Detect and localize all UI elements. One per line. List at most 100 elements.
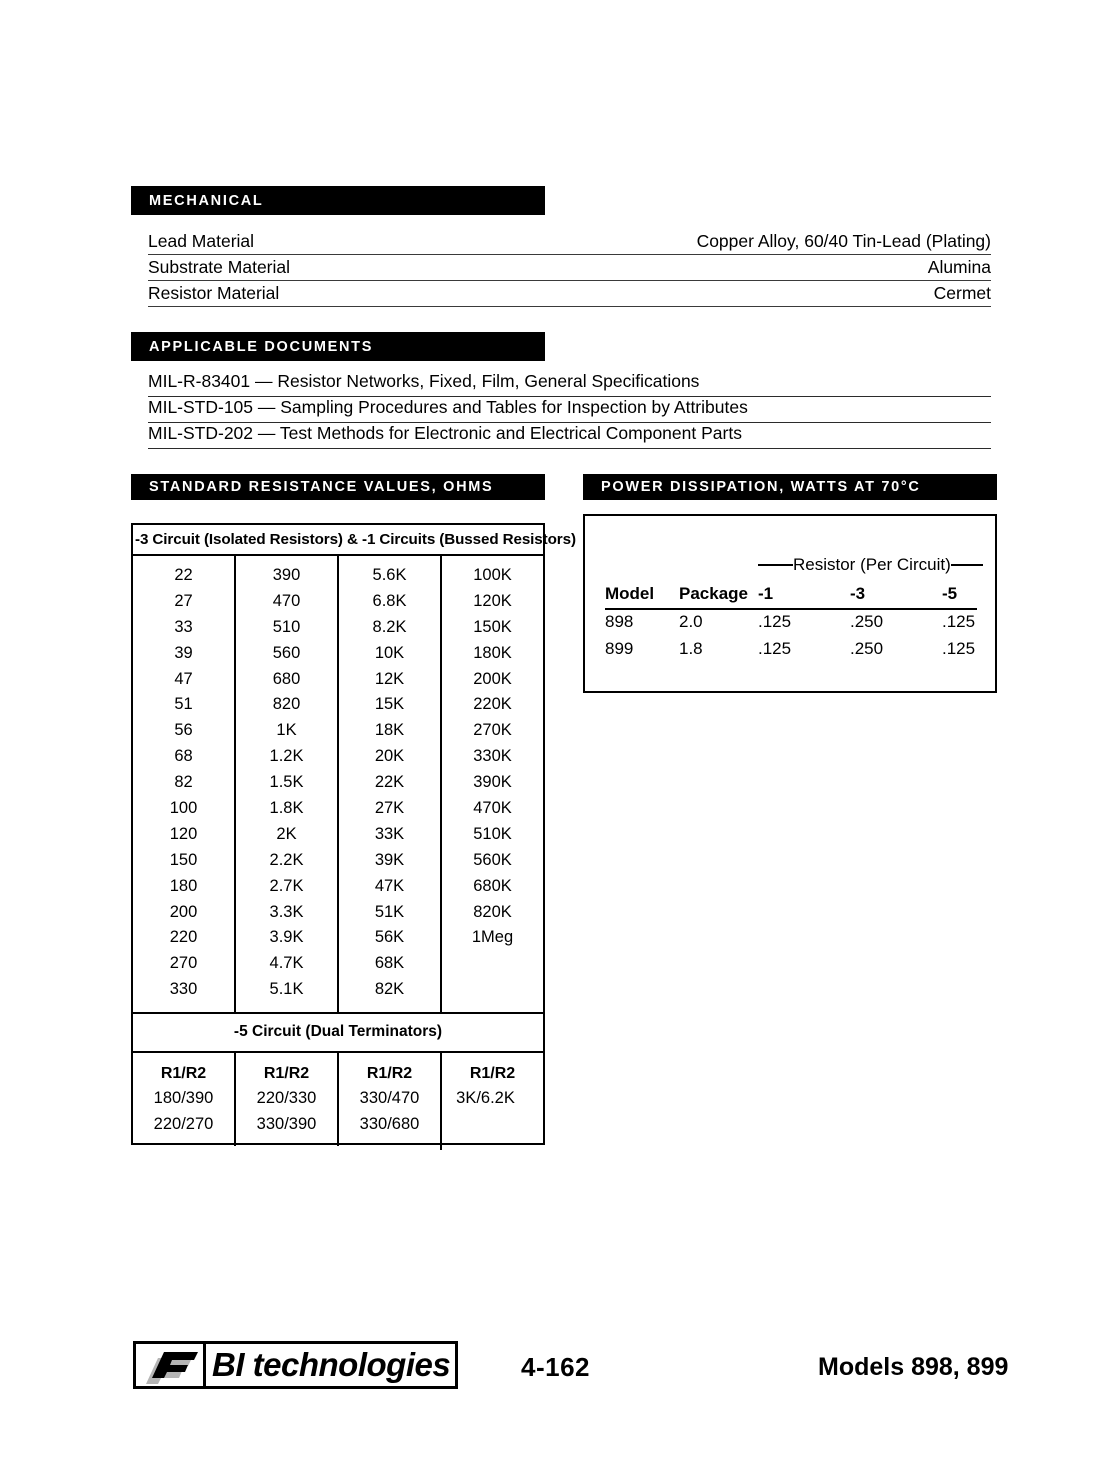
resistance-value: 4.7K <box>269 954 304 973</box>
power-row-minus-1: .125 <box>758 639 792 658</box>
resistance-value: 39 <box>174 643 193 662</box>
resistance-value: 120 <box>169 824 198 843</box>
resistance-value: 10K <box>374 643 405 662</box>
resistance-value-empty <box>442 977 543 1003</box>
resistance-value: 82 <box>174 773 193 792</box>
resistance-value: 20K <box>374 747 405 766</box>
resistance-value: 820 <box>272 695 301 714</box>
spec-label: Substrate Material <box>148 257 291 277</box>
resistance-value: 2.2K <box>269 850 304 869</box>
dual-value: 330/390 <box>256 1114 317 1133</box>
resistance-value: 1Meg <box>471 928 514 947</box>
resistance-value: 56 <box>174 721 193 740</box>
resistance-value: 220 <box>169 928 198 947</box>
resistance-column-4: 100K 120K 150K 180K 200K 220K 270K 330K … <box>442 556 543 1012</box>
resistor-per-circuit-span-label: Resistor (Per Circuit) <box>758 555 983 575</box>
span-label-text: Resistor (Per Circuit) <box>793 555 951 574</box>
dual-value: 180/390 <box>153 1089 214 1108</box>
resistance-value: 39K <box>374 850 405 869</box>
dual-value: 330/680 <box>359 1114 420 1133</box>
dual-column-header: R1/R2 <box>469 1065 516 1083</box>
dual-terminators-grid: R1/R2 180/390 220/270 R1/R2 220/330 330/… <box>133 1053 543 1147</box>
resistance-value: 180K <box>473 643 512 662</box>
resistance-value: 560K <box>473 850 512 869</box>
document-row-mil-std-202: MIL-STD-202 — Test Methods for Electroni… <box>148 423 991 449</box>
resistance-value: 1.8K <box>269 799 304 818</box>
resistance-value: 1.5K <box>269 773 304 792</box>
resistance-value: 680 <box>272 669 301 688</box>
power-row-minus-3: .250 <box>850 639 884 658</box>
resistance-value: 18K <box>374 721 405 740</box>
spec-value: Alumina <box>927 257 991 277</box>
dual-column-header: R1/R2 <box>160 1065 207 1083</box>
resistance-value: 270K <box>473 721 512 740</box>
spec-row-lead-material: Lead Material Copper Alloy, 60/40 Tin-Le… <box>148 228 991 255</box>
resistance-value: 120K <box>473 591 512 610</box>
power-header-minus-1: -1 <box>758 584 774 603</box>
power-dissipation-heading-label: POWER DISSIPATION, WATTS AT 70°C <box>601 479 921 495</box>
bi-technologies-logo-icon <box>136 1344 206 1386</box>
resistance-value: 680K <box>473 876 512 895</box>
resistance-column-3: 5.6K 6.8K 8.2K 10K 12K 15K 18K 20K 22K 2… <box>339 556 442 1013</box>
resistance-value: 1K <box>276 721 297 740</box>
power-row-minus-5: .125 <box>942 612 976 631</box>
models-label: Models 898, 899 <box>818 1353 1009 1381</box>
resistance-value: 1.2K <box>269 747 304 766</box>
dual-value: 330/470 <box>359 1089 420 1108</box>
spec-label: Resistor Material <box>148 283 280 303</box>
power-row-package: 2.0 <box>679 612 703 631</box>
page-number-label: 4-162 <box>521 1352 590 1382</box>
resistance-value: 150 <box>169 850 198 869</box>
resistance-value: 390 <box>272 566 301 584</box>
resistance-value: 200K <box>473 669 512 688</box>
resistance-column-1: 22 27 33 39 47 51 56 68 82 100 120 150 1… <box>133 556 236 1013</box>
table-divider-tick <box>440 1144 443 1150</box>
resistance-value: 390K <box>473 773 512 792</box>
section-header-mechanical: MECHANICAL <box>131 186 545 215</box>
resistance-value: 220K <box>473 695 512 714</box>
resistance-value: 200 <box>169 902 198 921</box>
resistance-value: 270 <box>169 954 198 973</box>
dual-column-4: R1/R2 3K/6.2K <box>442 1053 543 1146</box>
resistance-value: 5.6K <box>372 566 407 584</box>
resistance-value: 8.2K <box>372 617 407 636</box>
document-row-mil-r-83401: MIL-R-83401 — Resistor Networks, Fixed, … <box>148 371 991 397</box>
power-row-model: 898 <box>605 612 634 631</box>
resistance-value: 33K <box>374 824 405 843</box>
resistance-value: 12K <box>374 669 405 688</box>
resistance-value: 15K <box>374 695 405 714</box>
resistance-value: 27 <box>174 591 193 610</box>
resistance-value: 510 <box>272 617 301 636</box>
power-header-rule <box>605 608 977 610</box>
applicable-documents-heading-label: APPLICABLE DOCUMENTS <box>149 338 374 355</box>
spec-value: Cermet <box>933 283 991 303</box>
resistance-value: 470K <box>473 799 512 818</box>
resistance-value: 33 <box>174 617 193 636</box>
section-header-applicable-documents: APPLICABLE DOCUMENTS <box>131 332 545 361</box>
spec-row-substrate-material: Substrate Material Alumina <box>148 255 991 281</box>
resistance-value-grid: 22 27 33 39 47 51 56 68 82 100 120 150 1… <box>133 556 543 1015</box>
resistance-value: 150K <box>473 617 512 636</box>
power-dissipation-table: Resistor (Per Circuit) Model Package -1 … <box>583 514 997 693</box>
power-row-minus-3: .250 <box>850 612 884 631</box>
resistance-value: 22K <box>374 773 405 792</box>
resistance-value: 47K <box>374 876 405 895</box>
resistance-value: 51 <box>174 695 193 714</box>
resistance-value: 47 <box>174 669 193 688</box>
power-row-minus-5: .125 <box>942 639 976 658</box>
resistance-column-2: 390 470 510 560 680 820 1K 1.2K 1.5K 1.8… <box>236 556 339 1013</box>
resistance-value: 180 <box>169 876 198 895</box>
mechanical-heading-label: MECHANICAL <box>149 192 264 209</box>
dual-column-3: R1/R2 330/470 330/680 <box>339 1053 442 1147</box>
resistance-value: 2.7K <box>269 876 304 895</box>
dual-column-2: R1/R2 220/330 330/390 <box>236 1053 339 1147</box>
power-header-minus-3: -3 <box>850 584 866 603</box>
resistance-table-title: -3 Circuit (Isolated Resistors) & -1 Cir… <box>133 525 576 556</box>
resistance-value: 100K <box>473 566 512 584</box>
resistance-value: 56K <box>374 928 405 947</box>
brand-name-label: BI technologies <box>212 1346 451 1383</box>
standard-resistance-heading-label: STANDARD RESISTANCE VALUES, OHMS <box>149 479 494 495</box>
section-header-power-dissipation: POWER DISSIPATION, WATTS AT 70°C <box>583 474 997 500</box>
resistance-value: 330 <box>169 980 198 999</box>
